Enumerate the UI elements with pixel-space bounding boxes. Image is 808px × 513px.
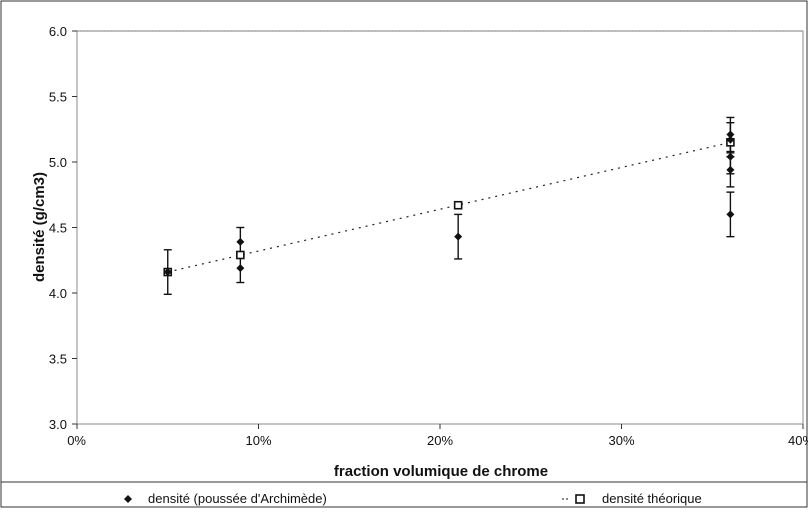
x-tick-label: 40% <box>788 433 808 448</box>
y-tick-label: 3.5 <box>49 352 67 367</box>
y-tick-label: 5.0 <box>49 155 67 170</box>
trendline-layer <box>167 141 731 273</box>
x-tick-label: 10% <box>245 433 271 448</box>
y-tick-label: 5.5 <box>49 90 67 105</box>
y-axis-ticks: 3.0 3.5 4.0 4.5 5.0 5.5 6.0 <box>49 24 77 432</box>
point-theorique <box>453 200 463 210</box>
legend-square-marker <box>575 494 585 504</box>
point-archimede <box>236 264 245 273</box>
y-tick-label: 4.5 <box>49 221 67 236</box>
point-archimede <box>454 232 463 241</box>
data-markers <box>163 130 735 277</box>
point-archimede <box>726 165 735 174</box>
point-archimede <box>726 210 735 219</box>
legend-label-archimede: densité (poussée d'Archimède) <box>148 491 327 506</box>
y-tick-label: 6.0 <box>49 24 67 39</box>
y-tick-label: 4.0 <box>49 286 67 301</box>
point-archimede <box>726 152 735 161</box>
legend-label-theorique: densité théorique <box>602 491 702 506</box>
legend: densité (poussée d'Archimède) densité th… <box>124 491 702 506</box>
point-theorique <box>236 250 245 260</box>
y-tick-label: 3.0 <box>49 417 67 432</box>
point-archimede <box>726 135 735 144</box>
x-axis-ticks: 0% 10% 20% 30% 40% <box>67 424 808 448</box>
x-tick-label: 30% <box>608 433 634 448</box>
y-axis-title: densité (g/cm3) <box>31 172 48 282</box>
point-archimede <box>726 130 735 139</box>
x-axis-title: fraction volumique de chrome <box>334 463 548 480</box>
x-tick-label: 20% <box>427 433 453 448</box>
legend-diamond-marker <box>124 495 132 503</box>
trendline <box>167 141 731 273</box>
x-tick-label: 0% <box>67 433 86 448</box>
plot-area <box>76 30 804 425</box>
point-archimede <box>236 237 245 246</box>
point-archimede <box>163 268 172 277</box>
